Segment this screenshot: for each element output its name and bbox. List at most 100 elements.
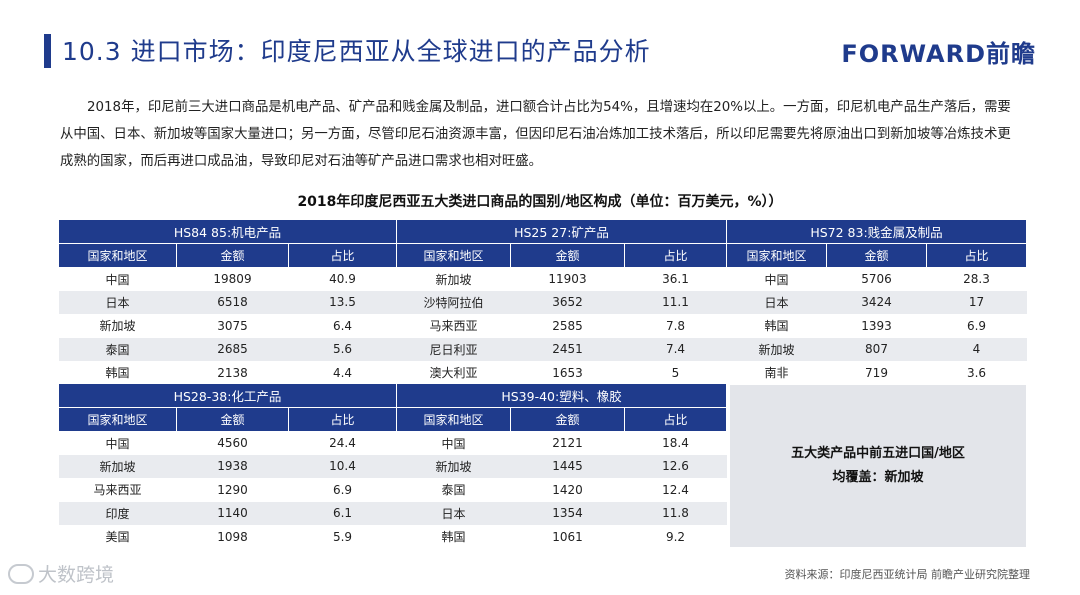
- table-cell: 19809: [176, 267, 289, 291]
- table-title: 2018年印度尼西亚五大类进口商品的国别/地区构成（单位：百万美元，%））: [297, 194, 783, 210]
- table-row: 沙特阿拉伯 3652 11.1: [396, 290, 727, 314]
- col-header-country: 国家和地区: [396, 243, 511, 268]
- table-row: 澳大利亚 1653 5: [396, 361, 727, 385]
- table-cell: 6.9: [288, 478, 397, 502]
- col-header-amount: 金额: [510, 407, 625, 432]
- group-title: HS25 27:矿产品: [396, 220, 727, 244]
- table-cell: 新加坡: [396, 267, 511, 291]
- table-cell: 1290: [176, 478, 289, 502]
- table-row: 韩国 1393 6.9: [726, 314, 1027, 338]
- col-header-share: 占比: [926, 243, 1027, 268]
- table-cell: 中国: [58, 267, 177, 291]
- col-header-country: 国家和地区: [726, 243, 827, 268]
- table-cell: 中国: [726, 267, 827, 291]
- table-row: 新加坡 11903 36.1: [396, 267, 727, 291]
- table-cell: 6.4: [288, 314, 397, 338]
- table-cell: 1653: [510, 361, 625, 385]
- table-cell: 印度: [58, 501, 177, 525]
- table-cell: 中国: [58, 431, 177, 455]
- table-cell: 5706: [826, 267, 927, 291]
- col-header-share: 占比: [624, 243, 727, 268]
- table-cell: 4560: [176, 431, 289, 455]
- table-cell: 1098: [176, 525, 289, 549]
- col-header-share: 占比: [288, 407, 397, 432]
- table-cell: 6.9: [926, 314, 1027, 338]
- table-cell: 2585: [510, 314, 625, 338]
- summary-line-2: 均覆盖：新加坡: [832, 470, 924, 485]
- summary-box: 五大类产品中前五进口国/地区 均覆盖：新加坡: [730, 385, 1026, 547]
- table-cell: 1354: [510, 501, 625, 525]
- intro-paragraph: 2018年，印尼前三大进口商品是机电产品、矿产品和贱金属及制品，进口额合计占比为…: [60, 100, 1011, 169]
- table-row: 韩国 2138 4.4: [58, 361, 397, 385]
- table-cell: 新加坡: [396, 454, 511, 478]
- table-base-metals: HS72 83:贱金属及制品 国家和地区 金额 占比 中国 5706 28.3 日本…: [726, 220, 1027, 385]
- title-accent-bar: [44, 34, 51, 68]
- table-cell: 24.4: [288, 431, 397, 455]
- table-cell: 泰国: [396, 478, 511, 502]
- table-cell: 新加坡: [726, 337, 827, 361]
- table-cell: 2451: [510, 337, 625, 361]
- table-row: 泰国 2685 5.6: [58, 337, 397, 361]
- group-title: HS84 85:机电产品: [57, 220, 398, 244]
- table-cell: 4: [926, 337, 1027, 361]
- table-cell: 17: [926, 290, 1027, 314]
- table-cell: 5.9: [288, 525, 397, 549]
- page-title: 10.3 进口市场：印度尼西亚从全球进口的产品分析: [62, 37, 651, 66]
- col-header-amount: 金额: [510, 243, 625, 268]
- table-cell: 韩国: [396, 525, 511, 549]
- summary-line-1: 五大类产品中前五进口国/地区: [791, 446, 965, 461]
- watermark-icon: [8, 563, 34, 584]
- table-row: 中国 5706 28.3: [726, 267, 1027, 291]
- table-cell: 2121: [510, 431, 625, 455]
- table-row: 中国 4560 24.4: [58, 431, 397, 455]
- table-cell: 1445: [510, 454, 625, 478]
- table-row: 中国 2121 18.4: [396, 431, 727, 455]
- col-header-share: 占比: [287, 243, 398, 268]
- table-cell: 1393: [826, 314, 927, 338]
- table-cell: 5.6: [288, 337, 397, 361]
- col-header-amount: 金额: [826, 243, 927, 268]
- table-row: 尼日利亚 2451 7.4: [396, 337, 727, 361]
- group-title: HS28-38:化工产品: [58, 384, 397, 408]
- table-cell: 40.9: [288, 267, 397, 291]
- table-cell: 日本: [396, 501, 511, 525]
- brand-logo: FORWARD前瞻: [841, 40, 1036, 68]
- group-title: HS72 83:贱金属及制品: [726, 220, 1027, 244]
- table-cell: 3424: [826, 290, 927, 314]
- table-row: 南非 719 3.6: [726, 361, 1027, 385]
- table-cell: 6518: [176, 290, 289, 314]
- table-minerals: HS25 27:矿产品 国家和地区 金额 占比 新加坡 11903 36.1 沙特阿…: [396, 220, 727, 385]
- table-cell: 3.6: [926, 361, 1027, 385]
- table-plastics-rubber: HS39-40:塑料、橡胶 国家和地区 金额 占比 中国 2121 18.4 新加坡…: [395, 384, 728, 549]
- table-cell: 南非: [726, 361, 827, 385]
- table-row: 新加坡 807 4: [726, 337, 1027, 361]
- table-cell: 美国: [58, 525, 177, 549]
- table-row: 马来西亚 2585 7.8: [396, 314, 727, 338]
- table-row: 马来西亚 1290 6.9: [58, 478, 397, 502]
- table-cell: 7.4: [624, 337, 727, 361]
- table-row: 新加坡 1445 12.6: [396, 454, 727, 478]
- table-cell: 11.8: [624, 501, 727, 525]
- table-cell: 日本: [58, 290, 177, 314]
- table-cell: 1061: [510, 525, 625, 549]
- table-cell: 日本: [726, 290, 827, 314]
- table-cell: 11903: [510, 267, 625, 291]
- table-cell: 11.1: [624, 290, 727, 314]
- col-header-amount: 金额: [176, 243, 289, 268]
- watermark-text: 大数跨境: [38, 564, 115, 586]
- group-title: HS39-40:塑料、橡胶: [395, 384, 728, 408]
- table-cell: 3652: [510, 290, 625, 314]
- table-cell: 12.6: [624, 454, 727, 478]
- table-cell: 9.2: [624, 525, 727, 549]
- table-row: 泰国 1420 12.4: [396, 478, 727, 502]
- table-cell: 马来西亚: [396, 314, 511, 338]
- table-cell: 2138: [176, 361, 289, 385]
- table-row: 中国 19809 40.9: [58, 267, 397, 291]
- table-cell: 12.4: [624, 478, 727, 502]
- table-cell: 4.4: [288, 361, 397, 385]
- table-cell: 6.1: [288, 501, 397, 525]
- table-cell: 1420: [510, 478, 625, 502]
- col-header-country: 国家和地区: [58, 407, 177, 432]
- source-note: 资料来源：印度尼西亚统计局 前瞻产业研究院整理: [784, 568, 1031, 581]
- table-row: 新加坡 1938 10.4: [58, 454, 397, 478]
